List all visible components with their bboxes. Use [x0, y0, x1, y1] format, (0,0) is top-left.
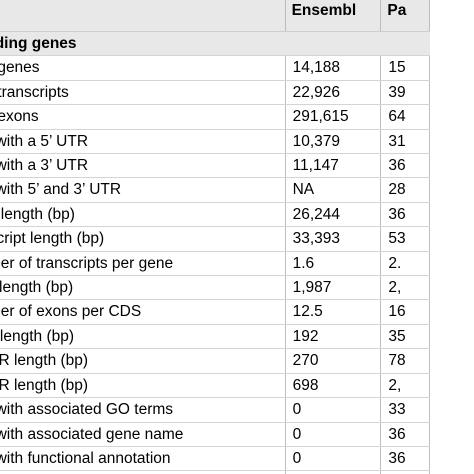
ensembl-value: 291,615 — [285, 104, 382, 130]
pa-value: 36 — [380, 446, 430, 472]
row-label: er of transcripts — [0, 80, 286, 106]
header-pa: Pa — [380, 0, 430, 32]
pa-value: 15 — [380, 55, 430, 81]
section-title: n-coding genes — [0, 31, 286, 57]
row-label: 5’ UTR length (bp) — [0, 348, 286, 374]
ensembl-value: 26,244 — [285, 202, 382, 228]
table-row: ete BUSCOs89.20 %96 — [0, 470, 430, 474]
ensembl-value: 0 — [285, 397, 382, 423]
pa-value: 35 — [380, 324, 430, 350]
row-label: ripts with functional annotation — [0, 446, 286, 472]
row-label: number of transcripts per gene — [0, 251, 286, 277]
pa-value: 28 — [380, 177, 430, 203]
section-empty-cell — [285, 31, 381, 57]
row-label: ripts with a 3’ UTR — [0, 153, 286, 179]
ensembl-value: 22,926 — [285, 80, 382, 106]
section-row: n-coding genes — [0, 31, 430, 57]
row-label: er of genes — [0, 55, 286, 81]
ensembl-value: 698 — [285, 373, 382, 399]
ensembl-value: 12.5 — [285, 299, 382, 325]
ensembl-value: 11,147 — [285, 153, 382, 179]
row-label: ripts with associated GO terms — [0, 397, 286, 423]
row-label: number of exons per CDS — [0, 299, 286, 325]
ensembl-value: 192 — [285, 324, 382, 350]
ensembl-value: 14,188 — [285, 55, 382, 81]
ensembl-value: 10,379 — [285, 129, 382, 155]
section-empty-cell — [380, 31, 430, 57]
pa-value: 33 — [380, 397, 430, 423]
ensembl-value: 89.20 % — [285, 470, 382, 474]
row-label: ripts with a 5’ UTR — [0, 129, 286, 155]
row-label: 3’ UTR length (bp) — [0, 373, 286, 399]
ensembl-value: 1.6 — [285, 251, 382, 277]
ensembl-value: NA — [285, 177, 382, 203]
pa-value: 2. — [380, 251, 430, 277]
row-label: ete BUSCOs — [0, 470, 286, 474]
pa-value: 36 — [380, 202, 430, 228]
pa-value: 2, — [380, 373, 430, 399]
row-label: er of exons — [0, 104, 286, 130]
pa-value: 2, — [380, 275, 430, 301]
ensembl-value: 270 — [285, 348, 382, 374]
pa-value: 53 — [380, 226, 430, 252]
pa-value: 36 — [380, 422, 430, 447]
ensembl-value: 1,987 — [285, 275, 382, 301]
pa-value: 96 — [380, 470, 430, 474]
pa-value: 78 — [380, 348, 430, 374]
row-label: ripts with 5’ and 3’ UTR — [0, 177, 286, 203]
pa-value: 39 — [380, 80, 430, 106]
pa-value: 31 — [380, 129, 430, 155]
header-label-cell — [0, 0, 286, 32]
ensembl-value: 0 — [285, 446, 382, 472]
table-header-row: Ensembl Pa — [0, 0, 430, 32]
header-ensembl: Ensembl — [285, 0, 382, 32]
pa-value: 16 — [380, 299, 430, 325]
ensembl-value: 33,393 — [285, 226, 382, 252]
annotation-stats-table: Ensembl Pa n-coding genes er of genes14,… — [0, 0, 430, 474]
row-label: ripts with associated gene name — [0, 422, 286, 447]
pa-value: 64 — [380, 104, 430, 130]
ensembl-value: 0 — [285, 422, 382, 447]
row-label: transcript length (bp) — [0, 226, 286, 252]
row-label: gene length (bp) — [0, 202, 286, 228]
row-label: CDS length (bp) — [0, 275, 286, 301]
row-label: exon length (bp) — [0, 324, 286, 350]
pa-value: 36 — [380, 153, 430, 179]
